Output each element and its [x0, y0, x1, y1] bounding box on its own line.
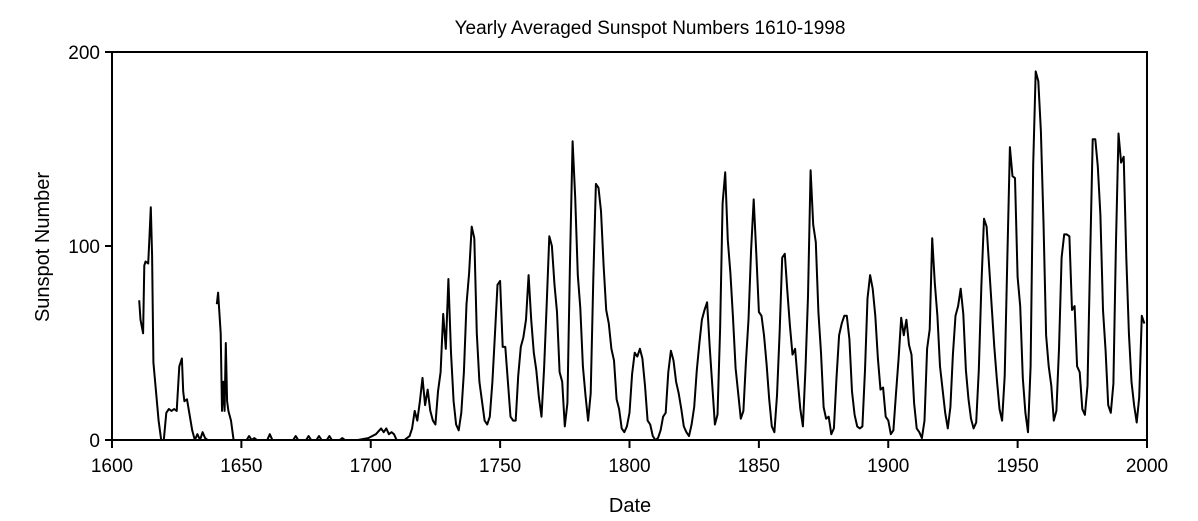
x-tick-label: 1950: [996, 456, 1038, 477]
plot-frame: [111, 51, 1148, 441]
chart-title: Yearly Averaged Sunspot Numbers 1610-199…: [455, 18, 846, 39]
x-tick-label: 1750: [479, 456, 521, 477]
x-tick-label: 1800: [608, 456, 650, 477]
x-tick-label: 1900: [867, 456, 909, 477]
sunspot-series: [138, 70, 1146, 441]
y-axis-title: Sunspot Number: [32, 172, 54, 322]
x-tick-label: 1650: [220, 456, 262, 477]
x-tick-label: 1850: [738, 456, 780, 477]
series-line: [215, 291, 398, 441]
x-tick-label: 2000: [1126, 456, 1168, 477]
y-tick-label: 100: [68, 237, 100, 258]
x-axis-title: Date: [609, 495, 651, 517]
y-tick-label: 0: [89, 431, 100, 452]
y-tick-label: 200: [68, 43, 100, 64]
series-line: [138, 206, 211, 441]
series-line: [403, 70, 1146, 441]
y-axis-ticks: 0 100 200: [68, 43, 112, 452]
x-tick-label: 1600: [91, 456, 133, 477]
x-tick-label: 1700: [350, 456, 392, 477]
x-axis-ticks: 1600 1650 1700 1750 1800 1850 1900 1950 2000: [91, 440, 1168, 477]
